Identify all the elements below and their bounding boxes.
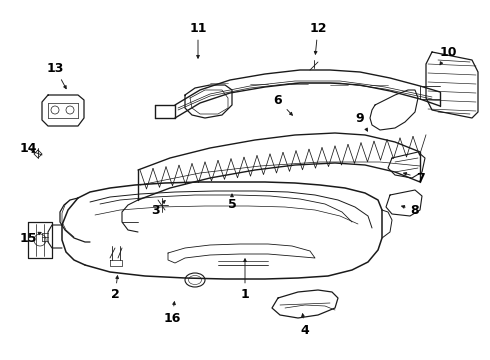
Text: 3: 3 [151, 201, 165, 216]
Text: 1: 1 [241, 259, 249, 302]
Text: 9: 9 [356, 112, 368, 131]
Text: 13: 13 [47, 62, 66, 89]
Text: 7: 7 [404, 171, 424, 184]
Text: 10: 10 [439, 45, 457, 65]
Text: 6: 6 [274, 94, 293, 115]
Text: 4: 4 [301, 314, 309, 337]
Text: 16: 16 [163, 302, 181, 324]
Text: 11: 11 [189, 22, 207, 58]
Text: 8: 8 [402, 203, 419, 216]
Text: 12: 12 [309, 22, 327, 54]
Text: 14: 14 [19, 141, 37, 154]
Text: 5: 5 [228, 194, 236, 211]
Text: 15: 15 [19, 231, 41, 244]
Text: 2: 2 [111, 276, 120, 302]
